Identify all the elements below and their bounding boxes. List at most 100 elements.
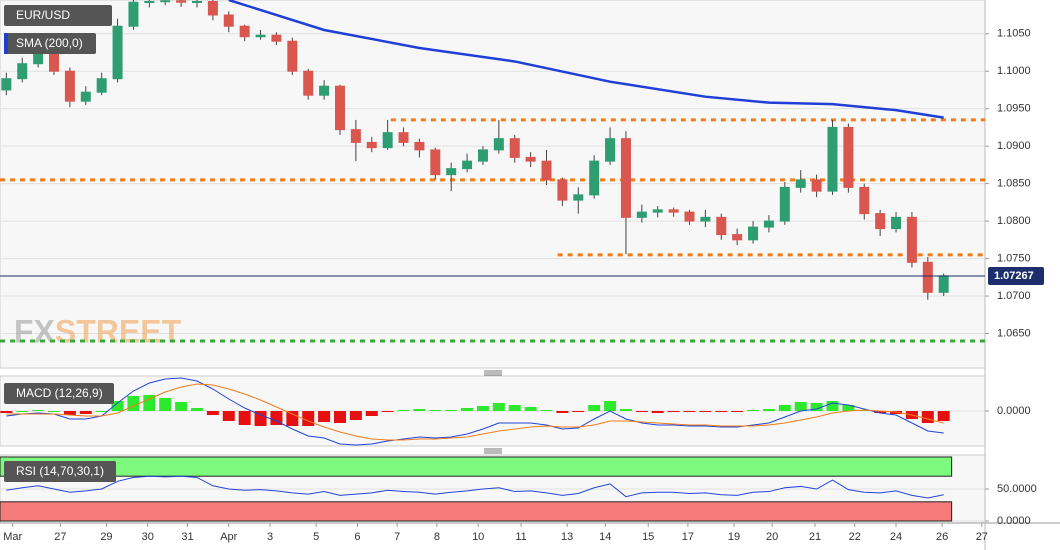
x-tick-label: 8 [434, 531, 440, 543]
candle-body [80, 91, 91, 102]
macd-histogram-bar [0, 411, 13, 413]
candle-body [477, 149, 488, 162]
plot [0, 377, 950, 446]
x-tick-label: 20 [766, 531, 778, 543]
macd-histogram-bar [842, 405, 855, 411]
y-tick-label: 1.0650 [997, 327, 1031, 339]
x-tick-label: 27 [54, 531, 66, 543]
macd-histogram-bar [651, 411, 664, 413]
macd-histogram-bar [222, 411, 235, 421]
candle-body [223, 14, 234, 27]
candle-body [271, 34, 282, 42]
plot [0, 0, 985, 343]
legend-box [4, 33, 96, 54]
macd-histogram-bar [715, 411, 728, 412]
x-tick-label: 3 [267, 531, 273, 543]
macd-histogram-bar [572, 411, 585, 412]
x-tick-label: 27 [976, 531, 988, 543]
y-tick-label: 1.0800 [997, 215, 1031, 227]
y-tick-label: 50.0000 [997, 483, 1037, 495]
candle-body [875, 213, 886, 230]
macd-histogram-bar [524, 407, 537, 411]
last-price-label: 1.07267 [994, 270, 1034, 282]
x-tick-label: 11 [515, 531, 526, 543]
macd-line [6, 377, 944, 446]
macd-histogram-bar [238, 411, 251, 425]
macd-histogram-bar [95, 411, 108, 412]
candle-body [620, 138, 631, 218]
candle-body [207, 0, 218, 16]
legend-label: RSI (14,70,30,1) [16, 464, 104, 478]
macd-histogram-bar [143, 395, 156, 411]
legend-label: MACD (12,26,9) [16, 386, 103, 400]
x-tick-label: 13 [561, 531, 573, 543]
candle-body [922, 261, 933, 293]
overbought-band [0, 456, 953, 477]
x-tick-label: 17 [682, 531, 694, 543]
macd-histogram-bar [461, 408, 474, 411]
resize-handle[interactable] [484, 370, 502, 376]
candle-body [859, 186, 870, 215]
macd-histogram-bar [476, 406, 489, 411]
candle-body [748, 226, 759, 241]
watermark: FXSTREET [14, 313, 182, 349]
candle-body [906, 216, 917, 263]
candle-body [891, 216, 902, 230]
macd-histogram-bar [874, 411, 887, 413]
candle-body [287, 40, 298, 72]
macd-histogram-bar [79, 411, 92, 414]
macd-histogram-bar [556, 411, 569, 413]
candle-body [17, 63, 28, 80]
candle-body [1, 78, 12, 91]
macd-histogram-bar [286, 411, 299, 426]
x-tick-label: 21 [809, 531, 821, 543]
macd-histogram-bar [111, 401, 124, 411]
candle-body [112, 25, 123, 80]
candle-body [350, 129, 361, 143]
candle-body [668, 209, 679, 213]
macd-histogram-bar [48, 411, 61, 412]
candle-body [239, 25, 250, 38]
candle-body [493, 138, 504, 151]
rsi-line [6, 475, 944, 499]
candle-body [763, 220, 774, 228]
macd-histogram-bar [32, 410, 45, 411]
x-tick-label: 24 [890, 531, 902, 543]
macd-histogram-bar [604, 401, 617, 411]
macd-histogram-bar [747, 410, 760, 411]
macd-histogram-bar [429, 410, 442, 411]
macd-histogram-bar [16, 411, 29, 412]
y-tick-label: 1.1050 [997, 28, 1031, 40]
macd-histogram-bar [381, 411, 394, 412]
candle-body [414, 141, 425, 151]
candle-body [64, 70, 75, 102]
candle-body [732, 234, 743, 241]
y-tick-label: 1.0850 [997, 178, 1031, 190]
x-tick-label: Mar [3, 531, 22, 543]
candle-body [160, 0, 171, 3]
y-tick-label: 1.0750 [997, 252, 1031, 264]
legend-label: EUR/USD [16, 8, 70, 22]
resize-handle[interactable] [484, 448, 502, 454]
legend-box [4, 383, 114, 404]
y-tick-label: 1.0700 [997, 290, 1031, 302]
candle-body [541, 160, 552, 181]
candle-body [382, 132, 393, 149]
macd-histogram-bar [333, 411, 346, 423]
macd-histogram-bar [63, 411, 76, 415]
macd-histogram-bar [492, 403, 505, 411]
candle-body [509, 138, 520, 158]
candle-body [128, 1, 139, 27]
macd-histogram-bar [762, 409, 775, 411]
legend-label: SMA (200,0) [16, 36, 83, 50]
candle-body [811, 179, 822, 192]
candle-body [557, 179, 568, 201]
candle-body [430, 149, 441, 176]
candle-body [779, 186, 790, 222]
candle-body [700, 216, 711, 222]
macd-histogram-bar [635, 411, 648, 412]
plot [0, 456, 953, 522]
x-tick-label: 29 [100, 531, 112, 543]
macd-histogram-bar [270, 411, 283, 425]
candle-body [589, 160, 600, 196]
